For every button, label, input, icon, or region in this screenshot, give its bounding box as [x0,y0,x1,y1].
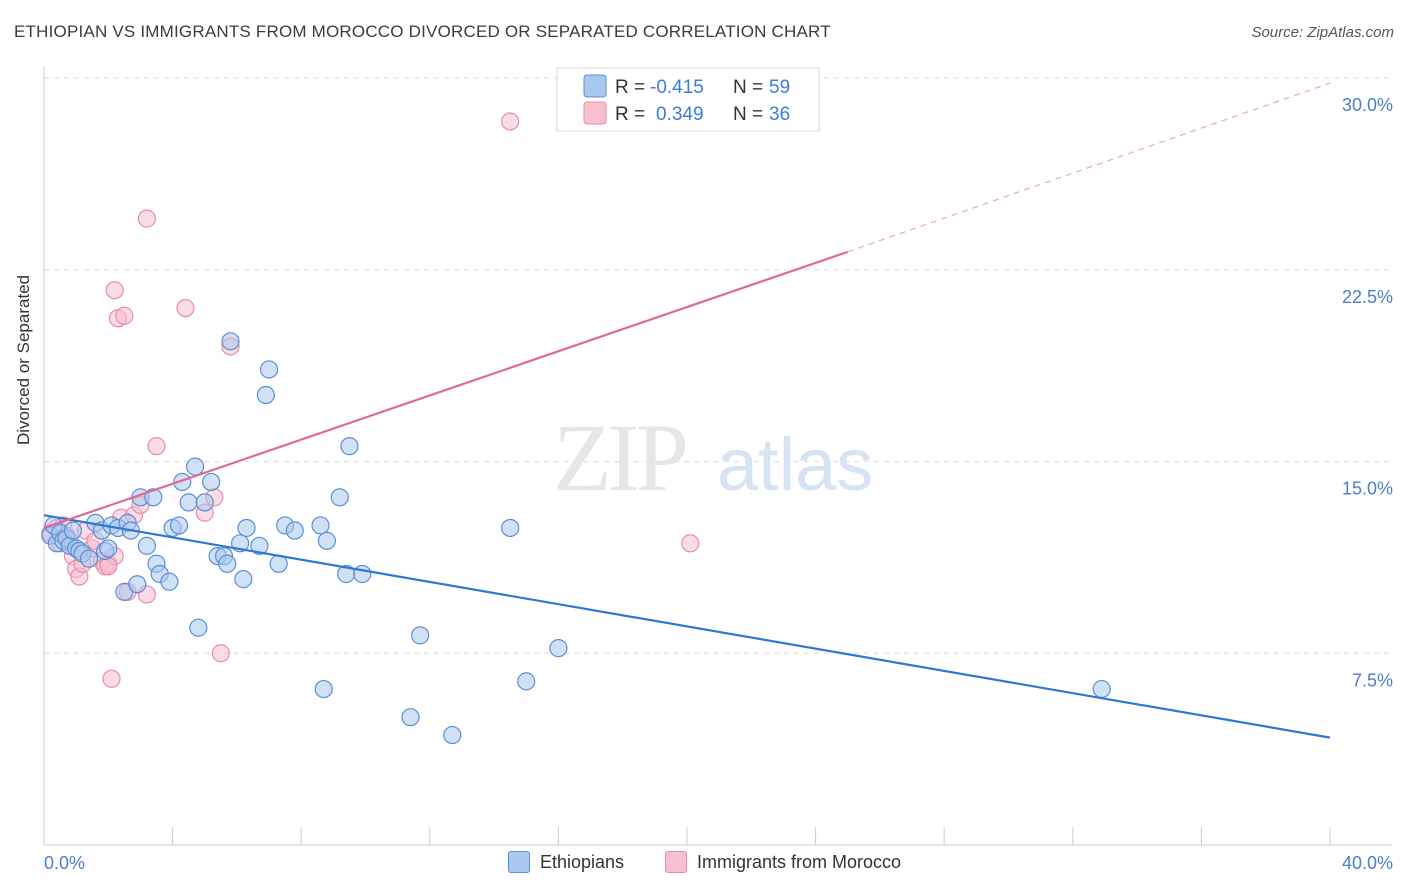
axes [43,66,1392,846]
morocco-point [99,557,118,576]
watermark-atlas: atlas [717,423,873,506]
legend-n-value-pink: 36 [769,104,790,125]
ethiopian-point [401,708,420,727]
legend-swatch-pink [583,101,607,125]
ethiopian-point [314,679,333,699]
x-tick-label-min: 0.0% [44,853,85,873]
ethiopian-point [221,332,240,351]
legend-r-label-pink: R = [615,104,645,125]
legend-swatch-ethiopians [508,851,530,873]
legend-label-morocco: Immigrants from Morocco [697,851,902,872]
ethiopian-point [549,639,568,658]
ethiopian-point [99,539,118,558]
morocco-point [501,112,520,131]
morocco-point [137,209,156,228]
x-tick-label-max: 40.0% [1342,853,1393,873]
ethiopian-point [186,457,205,476]
ethiopian-point [311,516,330,535]
y-axis-label-text: Divorced or Separated [14,274,33,445]
series-ethiopians-points [41,332,1111,745]
tick-labels: 7.5% 15.0% 22.5% 30.0% 0.0% 40.0% [44,95,1393,873]
ethiopian-point [259,360,279,379]
ethiopian-point [218,554,237,573]
y-tick-label: 22.5% [1342,287,1393,307]
ethiopian-point [256,385,275,405]
morocco-point [176,299,195,318]
legend-n-label-pink: N = [733,104,763,125]
ethiopian-point [443,725,462,745]
legend-n-value-blue: 59 [769,77,790,98]
legend-item-ethiopians: Ethiopians [508,851,624,873]
morocco-point [147,437,166,456]
ethiopian-point [189,618,208,637]
legend-r-label-blue: R = [615,77,645,98]
trend-line-morocco-projection [847,82,1331,253]
ethiopian-point [411,626,430,645]
morocco-point [211,644,230,663]
ethiopian-point [169,516,189,535]
ethiopian-point [353,564,372,584]
ethiopian-point [285,521,304,540]
morocco-point [115,306,134,325]
ethiopian-point [137,536,156,555]
y-tick-label: 30.0% [1342,95,1393,115]
ethiopian-point [501,518,520,538]
ethiopian-point [160,572,179,591]
stats-legend: R = -0.415 N = 59 R = 0.349 N = 36 [556,67,820,132]
trend-line-morocco [43,250,849,530]
ethiopian-point [202,472,221,492]
y-axis-label: Divorced or Separated [14,275,34,445]
legend-r-value-blue: -0.415 [650,77,704,98]
grid-lines [44,77,1392,654]
chart-title: ETHIOPIAN VS IMMIGRANTS FROM MOROCCO DIV… [14,22,831,41]
y-tick-label: 15.0% [1342,479,1393,499]
ethiopian-point [195,493,214,512]
watermark: ZIP atlas [553,404,873,511]
ethiopian-point [250,536,269,555]
morocco-point [681,534,700,553]
legend-item-morocco: Immigrants from Morocco [665,851,901,873]
legend-label-ethiopians: Ethiopians [540,851,625,872]
series-legend: Ethiopians Immigrants from Morocco [0,851,1406,877]
morocco-point [105,281,124,300]
legend-swatch-blue [583,74,607,98]
ethiopian-point [330,488,349,507]
trend-lines [43,82,1331,739]
series-morocco-points [41,112,700,688]
legend-n-label-blue: N = [733,77,763,98]
ethiopian-point [79,549,99,568]
y-tick-label: 7.5% [1352,670,1393,690]
source-label: Source: ZipAtlas.com [1251,24,1394,41]
watermark-zip: ZIP [553,404,686,511]
morocco-point [102,669,121,688]
ethiopian-point [234,570,253,589]
ethiopian-point [340,437,359,456]
ethiopian-point [179,493,198,512]
ethiopian-point [317,531,337,550]
ethiopian-point [63,521,83,540]
ethiopian-point [173,472,192,492]
legend-swatch-morocco [665,851,687,873]
trend-line-ethiopians [43,514,1331,739]
ethiopian-point [237,518,256,538]
ethiopian-point [517,672,536,691]
ethiopian-point [1092,679,1111,699]
legend-r-value-pink: 0.349 [656,104,704,125]
ethiopian-point [128,575,147,594]
